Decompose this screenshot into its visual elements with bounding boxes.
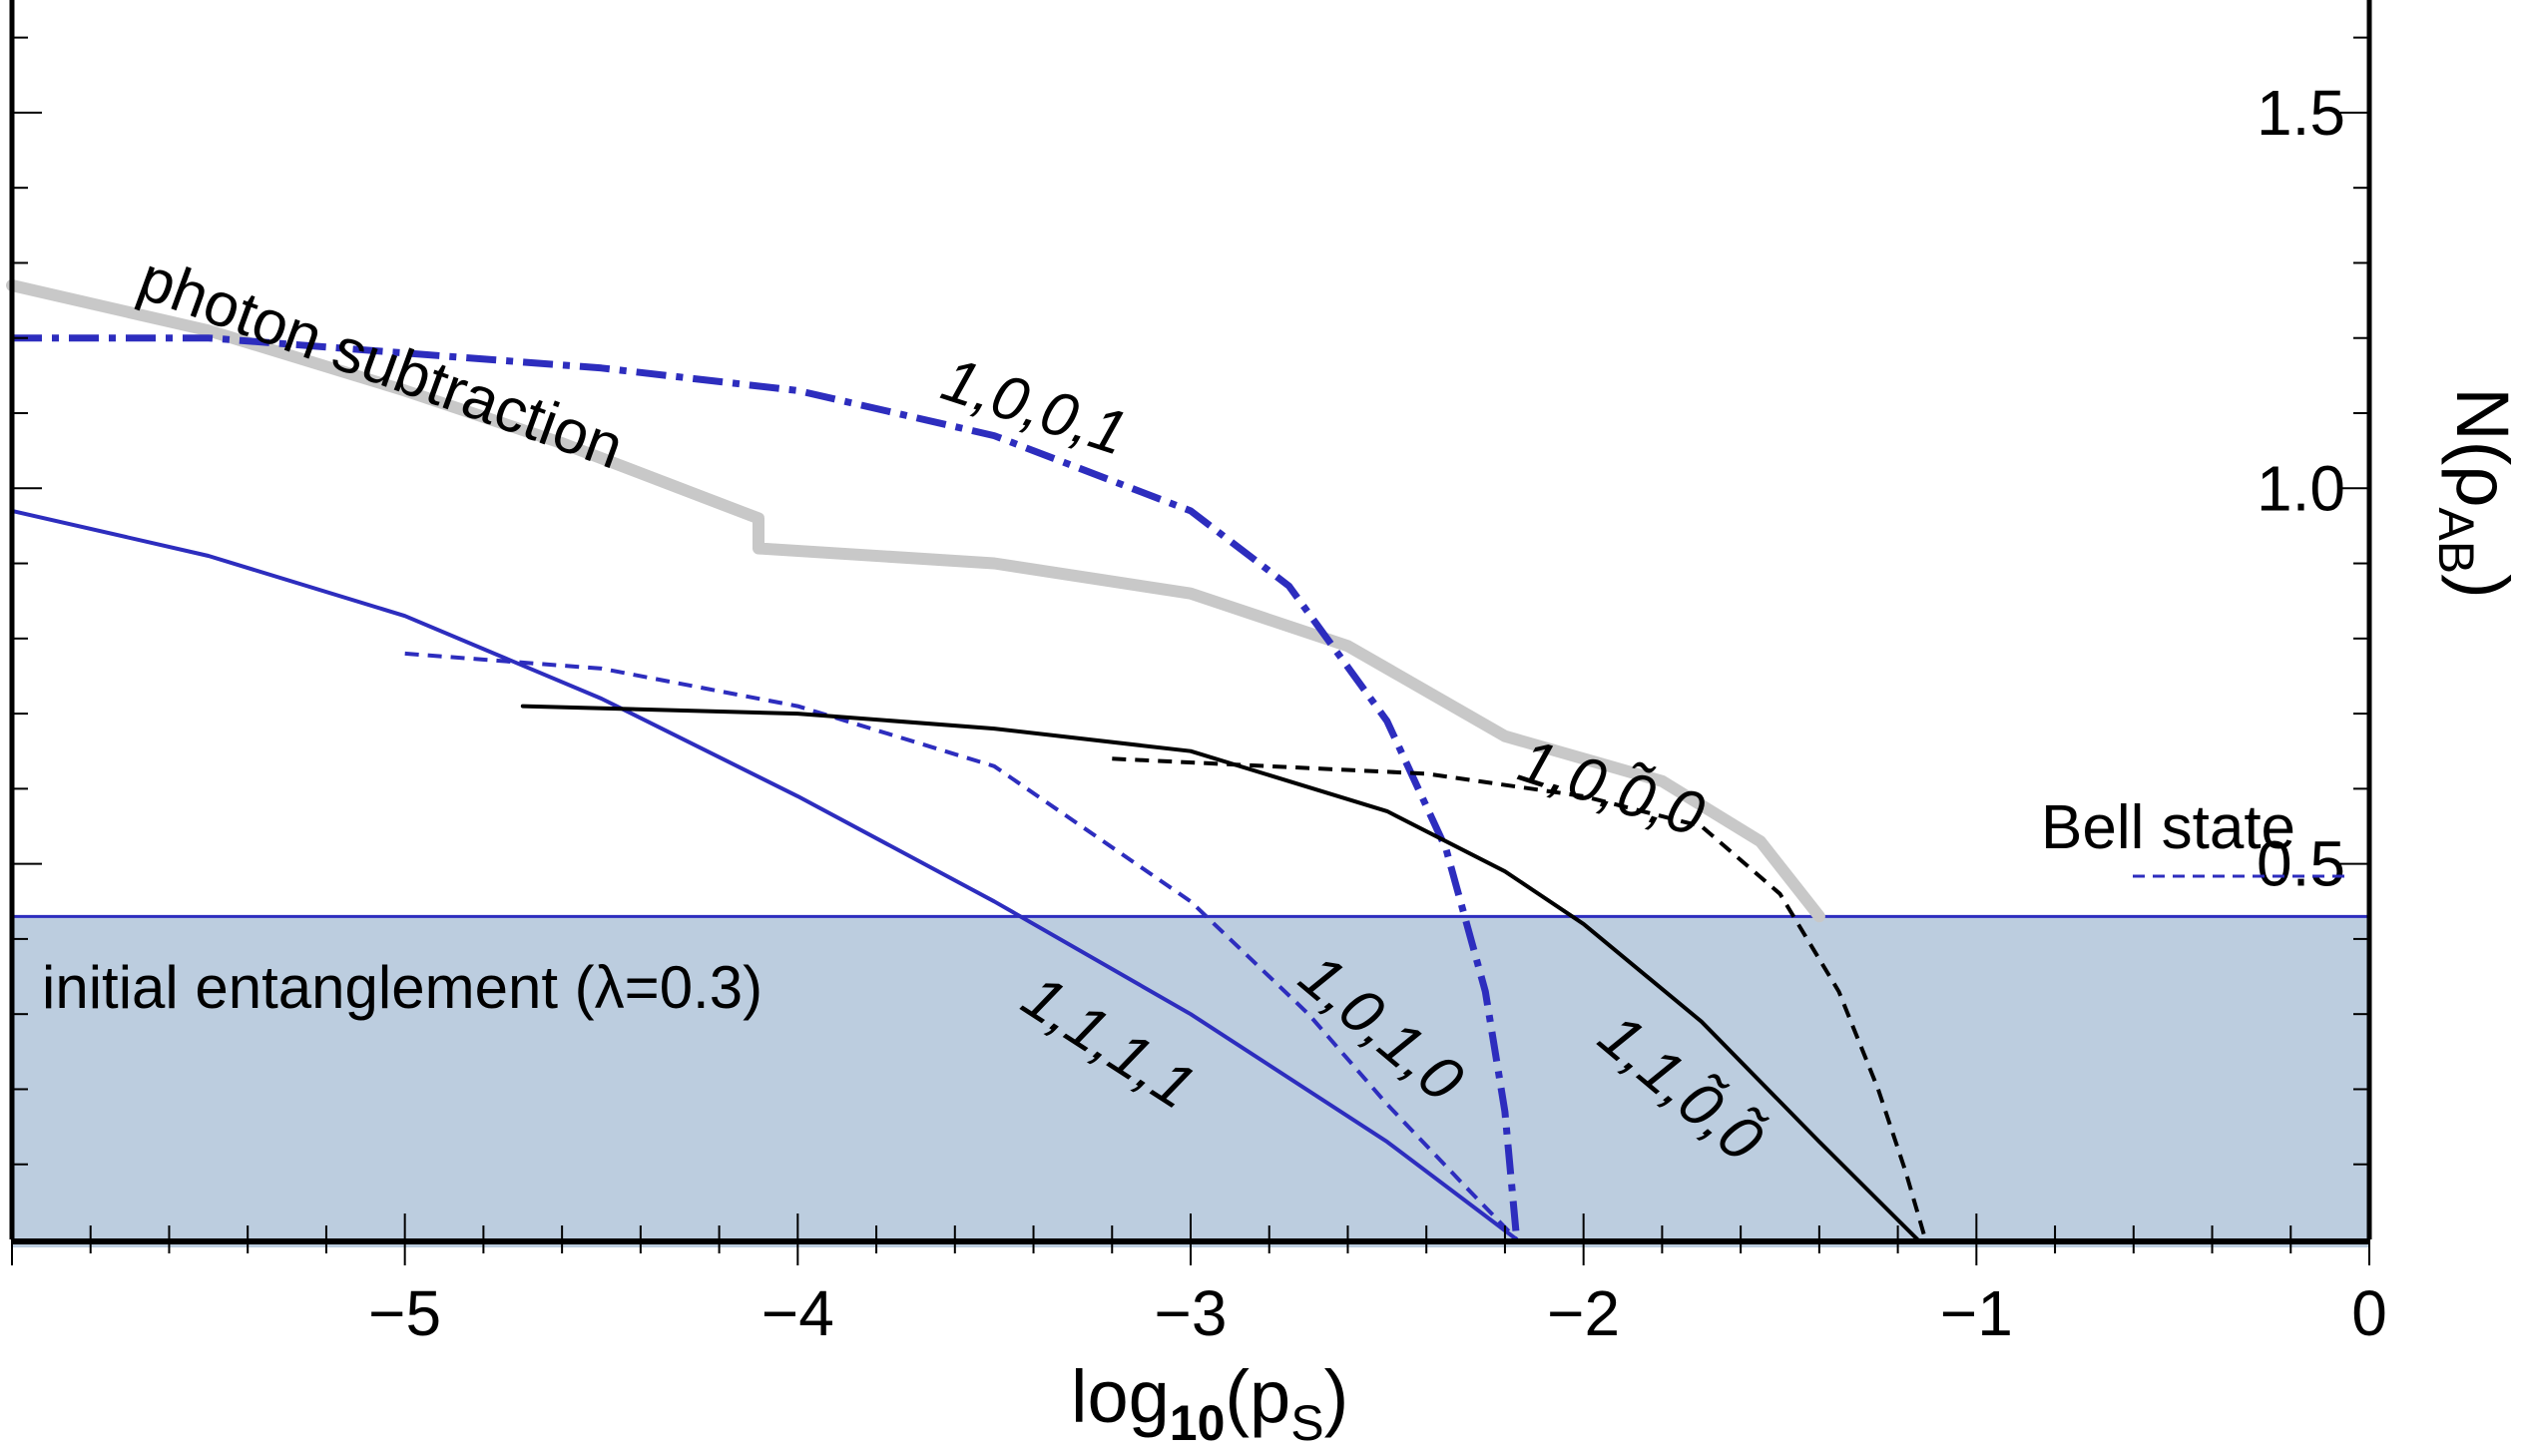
x-tick-label: −2 — [1547, 1277, 1620, 1349]
y-tick-labels: 0.5 1.0 1.5 — [2257, 77, 2345, 900]
region-label: initial entanglement (λ=0.3) — [42, 954, 762, 1021]
bell-state-label: Bell state — [2041, 793, 2295, 862]
y-tick-label: 0.5 — [2257, 828, 2345, 900]
x-axis-title: log10(pS) — [1071, 1355, 1348, 1451]
series-line-3 — [404, 651, 1519, 1241]
x-tick-label: −5 — [368, 1277, 441, 1349]
y-tick-label: 1.0 — [2257, 452, 2345, 524]
y-axis-title: N(ρAB) — [2428, 387, 2524, 599]
series-line-1 — [12, 334, 1521, 1240]
x-tick-label: −1 — [1940, 1277, 2013, 1349]
x-tick-label: 0 — [2351, 1277, 2387, 1349]
series-line-0 — [6, 279, 1825, 923]
series-line-4 — [520, 704, 1920, 1241]
series-line-5 — [1112, 756, 1928, 1240]
y-tick-label: 1.5 — [2257, 77, 2345, 149]
initial-entanglement-region — [12, 916, 2369, 1247]
x-tick-label: −4 — [761, 1277, 834, 1349]
x-tick-labels: −5 −4 −3 −2 −1 0 — [368, 1277, 2387, 1349]
series-line-2 — [10, 508, 1519, 1241]
series-layer — [6, 279, 1928, 1241]
axis-ticks — [11, 36, 2370, 1265]
x-tick-label: −3 — [1155, 1277, 1228, 1349]
